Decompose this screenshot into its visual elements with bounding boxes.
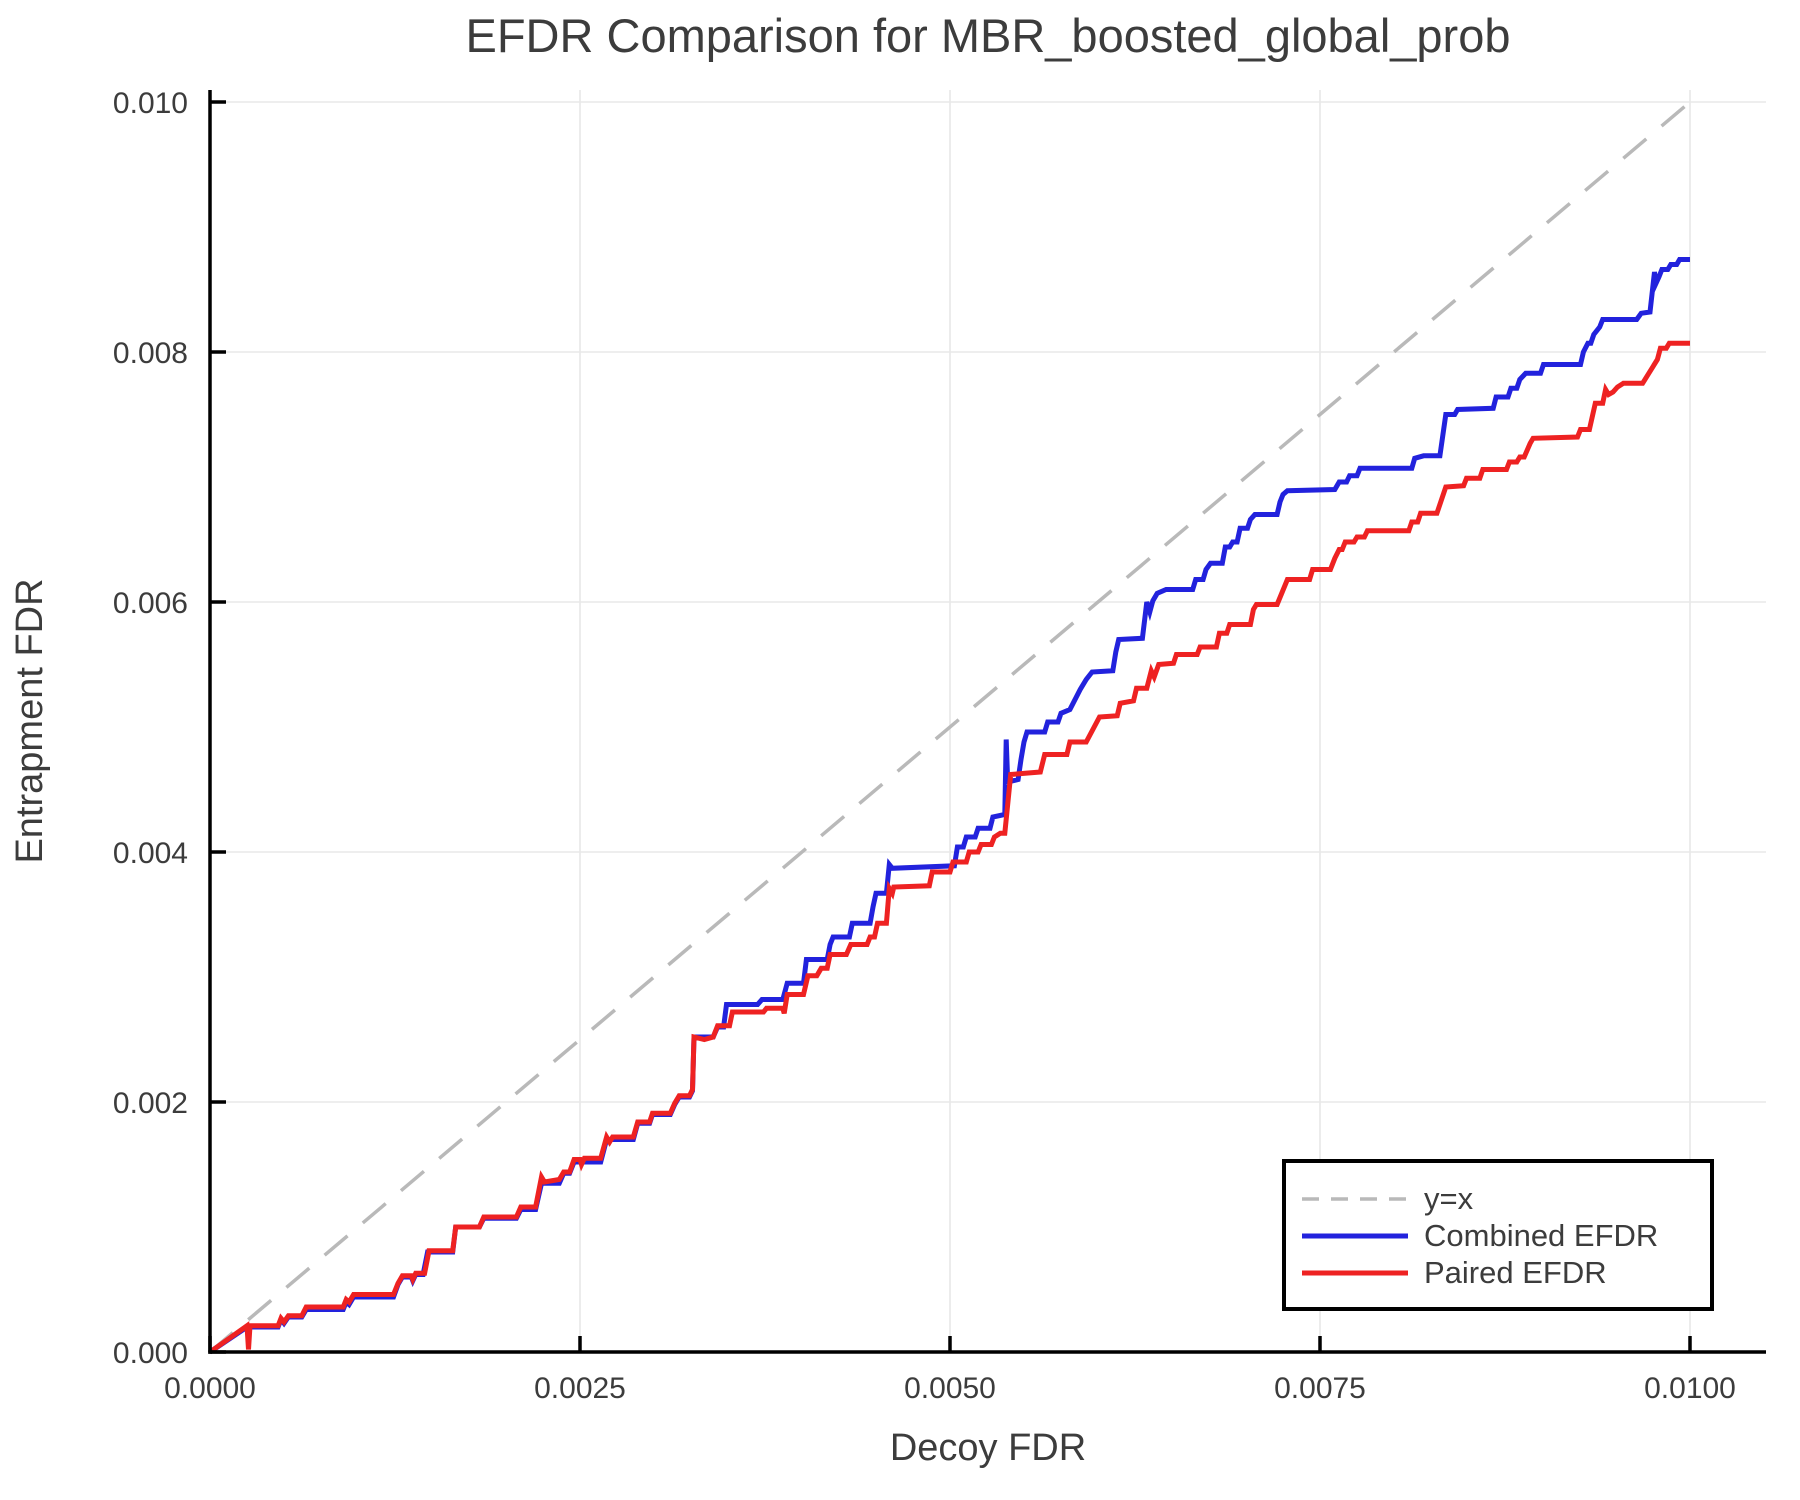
legend-label-paired: Paired EFDR xyxy=(1424,1255,1607,1290)
legend: y=x Combined EFDR Paired EFDR xyxy=(1282,1159,1714,1311)
x-tick-label: 0.0050 xyxy=(904,1372,996,1405)
diagonal-reference-line xyxy=(208,100,1692,1354)
x-tick-label: 0.0025 xyxy=(534,1372,626,1405)
y-tick-label: 0.002 xyxy=(113,1087,188,1120)
x-tick-label: 0.0100 xyxy=(1644,1372,1736,1405)
y-tick-label: 0.010 xyxy=(113,87,188,120)
x-axis-label: Decoy FDR xyxy=(890,1427,1086,1469)
y-tick-label: 0.000 xyxy=(113,1337,188,1370)
chart-title: EFDR Comparison for MBR_boosted_global_p… xyxy=(466,9,1511,62)
legend-label-combined: Combined EFDR xyxy=(1424,1218,1658,1253)
paired-efdr-line xyxy=(208,340,1690,1355)
data-series xyxy=(208,100,1692,1355)
axes xyxy=(208,90,1766,1354)
x-tick-label: 0.0075 xyxy=(1274,1372,1366,1405)
y-axis-label: Entrapment FDR xyxy=(9,578,51,863)
x-tick-label: 0.0000 xyxy=(164,1372,256,1405)
tick-labels: 0.0000 0.0025 0.0050 0.0075 0.0100 0.000 0.002… xyxy=(113,87,1736,1405)
y-tick-label: 0.004 xyxy=(113,837,188,870)
y-tick-label: 0.006 xyxy=(113,587,188,620)
legend-label-yx: y=x xyxy=(1424,1181,1474,1216)
y-tick-label: 0.008 xyxy=(113,337,188,370)
